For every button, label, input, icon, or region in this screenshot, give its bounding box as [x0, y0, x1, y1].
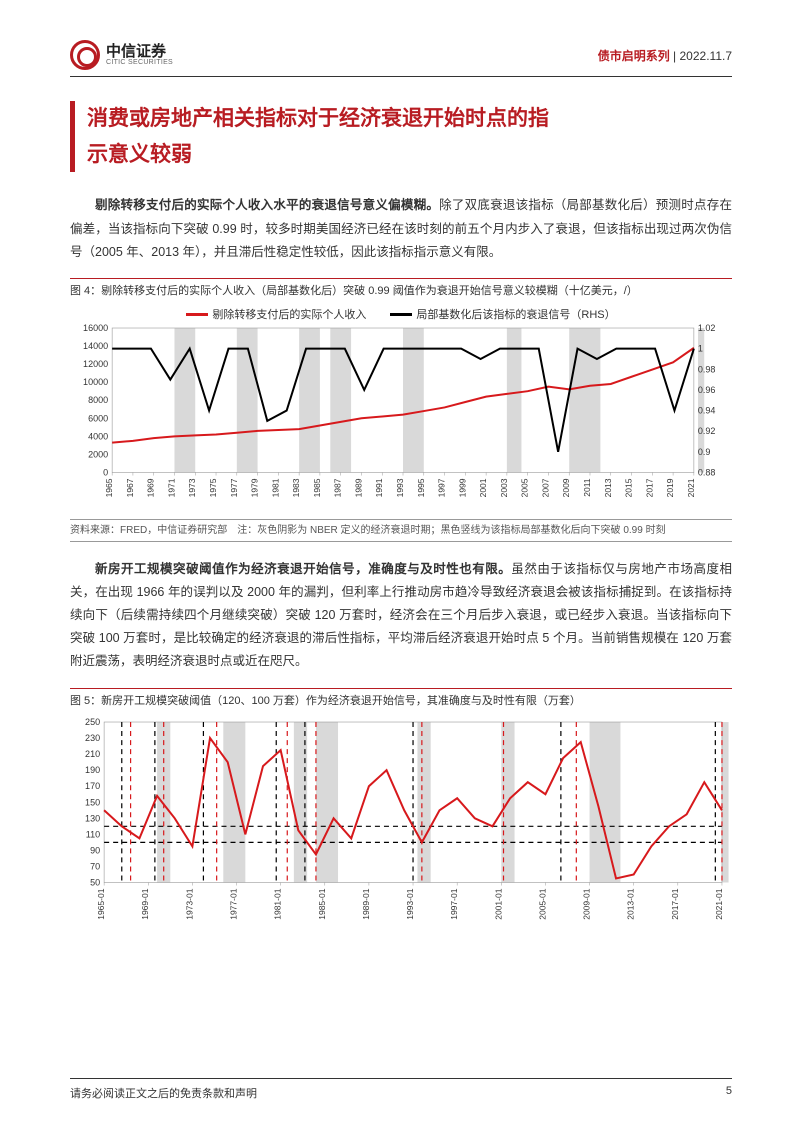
svg-text:16000: 16000 [83, 324, 108, 333]
svg-text:170: 170 [85, 781, 100, 791]
svg-text:12000: 12000 [83, 359, 108, 369]
svg-text:1965-01: 1965-01 [96, 888, 106, 920]
svg-text:2011: 2011 [582, 479, 592, 498]
svg-text:250: 250 [85, 717, 100, 727]
fig4-source: 资料来源：FRED，中信证券研究部 注：灰色阴影为 NBER 定义的经济衰退时期… [70, 519, 732, 542]
svg-text:90: 90 [90, 846, 100, 856]
svg-text:1989: 1989 [353, 479, 363, 498]
fig5-caption: 图 5：新房开工规模突破阈值（120、100 万套）作为经济衰退开始信号，其准确… [70, 688, 732, 711]
svg-text:2001: 2001 [478, 479, 488, 498]
svg-text:4000: 4000 [88, 432, 108, 442]
page-footer: 请务必阅读正文之后的免责条款和声明 5 [70, 1078, 732, 1101]
svg-text:2017: 2017 [644, 479, 654, 498]
svg-text:1997: 1997 [437, 479, 447, 498]
svg-text:1997-01: 1997-01 [449, 888, 459, 920]
svg-text:1985-01: 1985-01 [317, 888, 327, 920]
svg-text:14000: 14000 [83, 341, 108, 351]
svg-text:1973: 1973 [187, 479, 197, 498]
series-name: 债市启明系列 [598, 49, 670, 63]
svg-text:0.98: 0.98 [698, 365, 716, 375]
svg-text:1977: 1977 [229, 479, 239, 498]
section-title-line2: 示意义较弱 [87, 137, 732, 173]
svg-text:2001-01: 2001-01 [493, 888, 503, 920]
svg-text:0.88: 0.88 [698, 468, 716, 478]
svg-text:2017-01: 2017-01 [670, 888, 680, 920]
para2-bold: 新房开工规模突破阈值作为经济衰退开始信号，准确度与及时性也有限。 [95, 562, 511, 576]
svg-text:1971: 1971 [166, 479, 176, 498]
svg-text:1973-01: 1973-01 [184, 888, 194, 920]
svg-text:110: 110 [86, 829, 100, 839]
svg-text:1979: 1979 [250, 479, 260, 498]
fig4-chart: 0 2000 4000 6000 8000 10000 12000 14000 16000 0.8… [70, 324, 732, 515]
svg-text:1975: 1975 [208, 479, 218, 498]
fig4-legend-b: 局部基数化后该指标的衰退信号（RHS） [416, 306, 615, 322]
svg-text:230: 230 [85, 733, 100, 743]
svg-text:1969-01: 1969-01 [140, 888, 150, 920]
svg-text:10000: 10000 [83, 378, 108, 388]
citic-logo-icon [70, 40, 100, 70]
svg-text:1993: 1993 [395, 479, 405, 498]
section-title-line1: 消费或房地产相关指标对于经济衰退开始时点的指 [87, 101, 732, 137]
page-number: 5 [726, 1085, 732, 1101]
fig4-legend-a: 剔除转移支付后的实际个人收入 [212, 306, 366, 322]
svg-text:1999: 1999 [457, 479, 467, 498]
svg-text:1985: 1985 [312, 479, 322, 498]
svg-text:2005-01: 2005-01 [537, 888, 547, 920]
svg-text:1989-01: 1989-01 [361, 888, 371, 920]
logo-cn: 中信证券 [106, 44, 173, 59]
svg-text:0: 0 [103, 468, 108, 478]
svg-text:2015: 2015 [624, 479, 634, 498]
svg-text:1965: 1965 [104, 479, 114, 498]
svg-text:2003: 2003 [499, 479, 509, 498]
svg-text:1: 1 [698, 344, 703, 354]
svg-text:1981-01: 1981-01 [273, 888, 283, 920]
svg-text:2009-01: 2009-01 [582, 888, 592, 920]
svg-text:2009: 2009 [561, 479, 571, 498]
fig4-caption: 图 4：剔除转移支付后的实际个人收入（局部基数化后）突破 0.99 阈值作为衰退… [70, 278, 732, 301]
para1-bold: 剔除转移支付后的实际个人收入水平的衰退信号意义偏模糊。 [95, 198, 439, 212]
svg-text:2013-01: 2013-01 [626, 888, 636, 920]
section-title: 消费或房地产相关指标对于经济衰退开始时点的指 示意义较弱 [70, 101, 732, 172]
fig4-legend: 剔除转移支付后的实际个人收入 局部基数化后该指标的衰退信号（RHS） [70, 306, 732, 322]
paragraph-2: 新房开工规模突破阈值作为经济衰退开始信号，准确度与及时性也有限。虽然由于该指标仅… [70, 558, 732, 674]
svg-text:2019: 2019 [665, 479, 675, 498]
svg-text:50: 50 [90, 878, 100, 888]
svg-text:2000: 2000 [88, 450, 108, 460]
svg-text:8000: 8000 [88, 396, 108, 406]
svg-text:2005: 2005 [520, 479, 530, 498]
svg-text:210: 210 [85, 749, 100, 759]
svg-text:1981: 1981 [270, 479, 280, 498]
svg-text:70: 70 [90, 862, 100, 872]
fig5-chart: 50 70 90 110 130 150 170 190 210 230 250 1965-01 196… [70, 716, 732, 927]
svg-text:6000: 6000 [88, 414, 108, 424]
svg-text:190: 190 [85, 765, 100, 775]
logo-en: CITIC SECURITIES [106, 59, 173, 66]
svg-text:0.94: 0.94 [698, 406, 716, 416]
svg-text:150: 150 [85, 797, 100, 807]
svg-text:1993-01: 1993-01 [405, 888, 415, 920]
footer-disclaimer: 请务必阅读正文之后的免责条款和声明 [70, 1085, 257, 1101]
svg-text:0.96: 0.96 [698, 385, 716, 395]
report-date: 2022.11.7 [680, 49, 733, 63]
page-header: 中信证券 CITIC SECURITIES 债市启明系列 | 2022.11.7 [70, 40, 732, 77]
paragraph-1: 剔除转移支付后的实际个人收入水平的衰退信号意义偏模糊。除了双底衰退该指标（局部基… [70, 194, 732, 263]
logo-block: 中信证券 CITIC SECURITIES [70, 40, 173, 70]
header-right: 债市启明系列 | 2022.11.7 [598, 47, 732, 64]
svg-text:2013: 2013 [603, 479, 613, 498]
svg-text:0.92: 0.92 [698, 427, 716, 437]
svg-text:1977-01: 1977-01 [229, 888, 239, 920]
svg-text:1991: 1991 [374, 479, 384, 498]
svg-text:1983: 1983 [291, 479, 301, 498]
svg-text:1969: 1969 [146, 479, 156, 498]
svg-text:1.02: 1.02 [698, 324, 716, 333]
para2-rest: 虽然由于该指标仅与房地产市场高度相关，在出现 1966 年的误判以及 2000 … [70, 562, 732, 669]
svg-text:130: 130 [85, 813, 100, 823]
svg-text:0.9: 0.9 [698, 447, 711, 457]
svg-text:2007: 2007 [540, 479, 550, 498]
svg-text:1967: 1967 [125, 479, 135, 498]
svg-text:2021-01: 2021-01 [714, 888, 724, 920]
svg-text:2021: 2021 [686, 479, 696, 498]
svg-text:1995: 1995 [416, 479, 426, 498]
svg-text:1987: 1987 [333, 479, 343, 498]
